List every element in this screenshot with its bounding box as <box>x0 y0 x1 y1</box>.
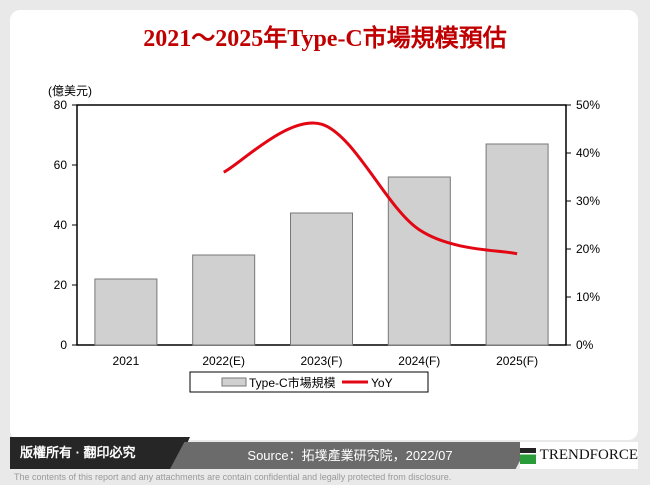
x-tick-label: 2021 <box>113 354 140 368</box>
bar-2021 <box>94 278 158 346</box>
yoy-line <box>222 121 518 256</box>
x-tick-label: 2025(F) <box>496 354 538 368</box>
y2-tick-label: 20% <box>576 242 600 256</box>
bar-2022(E) <box>192 254 256 346</box>
y-tick-label: 60 <box>54 158 68 172</box>
y2-tick-label: 10% <box>576 290 600 304</box>
bar-2024(F) <box>387 176 451 346</box>
x-tick-label: 2022(E) <box>202 354 245 368</box>
y2-tick-label: 50% <box>576 98 600 112</box>
y2-tick-label: 30% <box>576 194 600 208</box>
copyright-label: 版權所有 · 翻印必究 <box>10 437 190 469</box>
y-tick-label: 0 <box>60 338 67 352</box>
legend-label-line: YoY <box>371 376 393 390</box>
trendforce-logo-icon <box>520 447 536 464</box>
chart-title: 2021～2025年Type-C市場規模預估 <box>143 26 507 52</box>
y-tick-label: 80 <box>54 98 68 112</box>
footer: 版權所有 · 翻印必究 Source：拓墣產業研究院，2022/07 TREND… <box>10 437 638 469</box>
y-tick-label: 40 <box>54 218 68 232</box>
y2-tick-label: 0% <box>576 338 594 352</box>
legend <box>189 371 429 393</box>
y2-tick-label: 40% <box>576 146 600 160</box>
legend-label-bar: Type-C市場規模 <box>249 375 336 390</box>
chart-svg: (億美元) 0 20 40 60 80 0% 10% 20% 30% 40% 50% 2021 2022(… <box>48 84 600 393</box>
bar-2023(F) <box>290 212 353 346</box>
y-axis-label: (億美元) <box>48 84 92 98</box>
source-label: Source：拓墣產業研究院，2022/07 <box>170 442 530 469</box>
bar-2025(F) <box>485 143 549 346</box>
trendforce-logo: TRENDFORCE <box>520 442 638 469</box>
x-tick-label: 2024(F) <box>398 354 440 368</box>
legend-swatch-bar <box>221 377 247 387</box>
disclaimer: The contents of this report and any atta… <box>14 472 452 482</box>
x-tick-label: 2023(F) <box>300 354 342 368</box>
y-tick-label: 20 <box>54 278 68 292</box>
